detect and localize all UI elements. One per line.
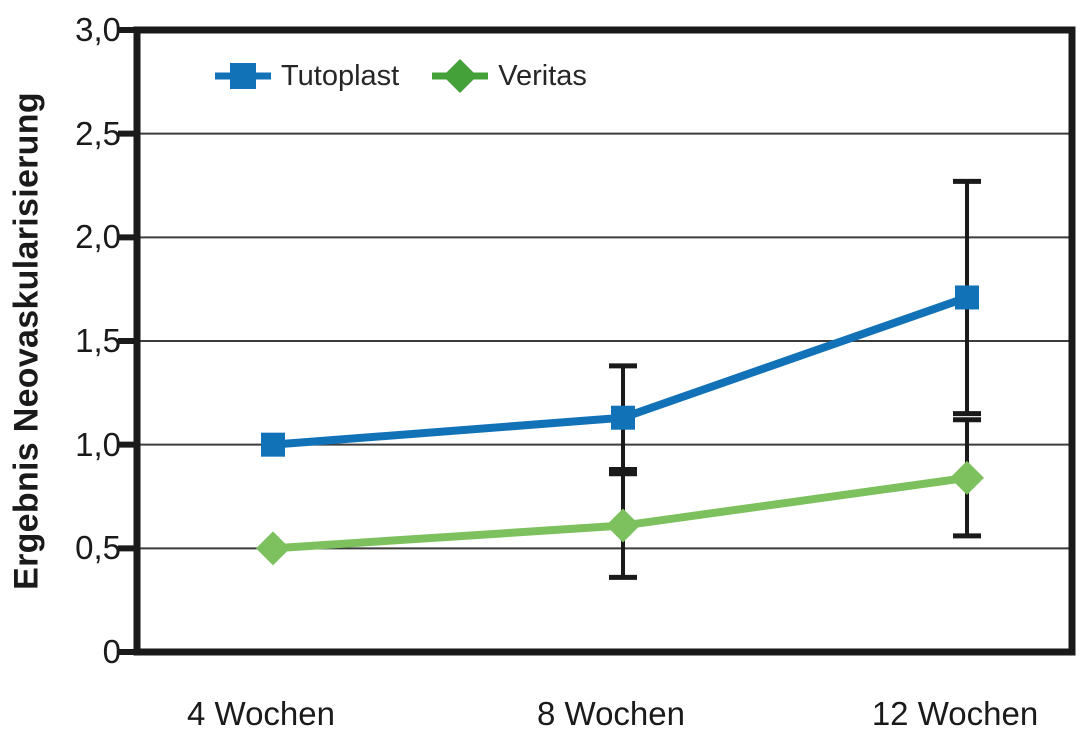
y-tick-label: 2,0 bbox=[75, 218, 121, 256]
legend-item-veritas: Veritas bbox=[431, 56, 587, 96]
marker-veritas-12-wochen bbox=[950, 460, 984, 495]
square-marker-icon bbox=[215, 63, 271, 89]
x-axis-label-12-wochen: 12 Wochen bbox=[871, 695, 1039, 732]
y-tick-label: 3,0 bbox=[75, 11, 121, 48]
y-tick-label: 1,5 bbox=[75, 322, 121, 359]
legend-item-tutoplast: Tutoplast bbox=[214, 56, 399, 96]
legend-label: Veritas bbox=[498, 59, 587, 92]
x-axis-label-4-wochen: 4 Wochen bbox=[187, 695, 335, 732]
marker-tutoplast-12-wochen bbox=[955, 285, 979, 310]
marker-tutoplast-8-wochen bbox=[611, 405, 635, 430]
y-tick-label: 1,0 bbox=[75, 425, 121, 463]
x-axis-label-8-wochen: 8 Wochen bbox=[537, 695, 685, 732]
plot-border bbox=[133, 26, 1076, 656]
diamond-marker-icon bbox=[432, 59, 489, 93]
legend: Tutoplast Veritas bbox=[214, 56, 587, 96]
legend-label: Tutoplast bbox=[281, 59, 400, 92]
marker-veritas-4-wochen bbox=[256, 531, 290, 566]
y-tick-label: 0 bbox=[102, 633, 121, 670]
marker-veritas-8-wochen bbox=[606, 508, 640, 543]
marker-tutoplast-4-wochen bbox=[261, 432, 285, 457]
y-tick-label: 0,5 bbox=[75, 529, 121, 567]
y-tick-label: 2,5 bbox=[75, 114, 121, 152]
